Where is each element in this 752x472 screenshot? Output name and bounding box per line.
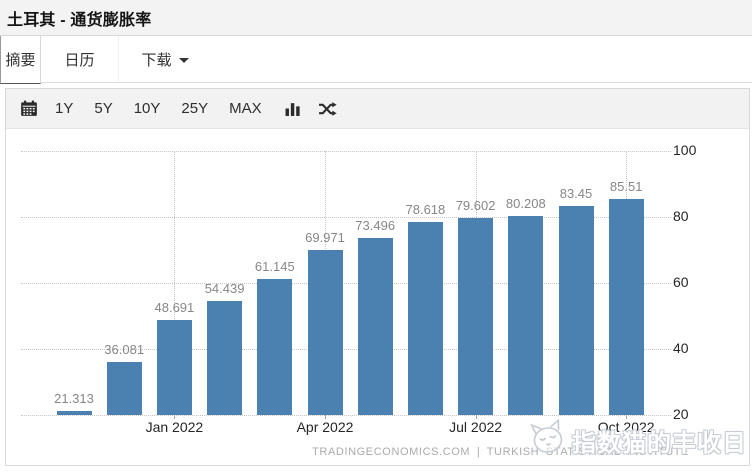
- range-button-max[interactable]: MAX: [229, 100, 262, 117]
- chevron-down-icon: [178, 57, 189, 63]
- x-axis-tick: [325, 415, 326, 419]
- bar[interactable]: [156, 320, 192, 415]
- bar[interactable]: [508, 216, 544, 415]
- gridline-horizontal: [21, 151, 671, 152]
- y-axis-label: 20: [673, 406, 689, 422]
- bar[interactable]: [207, 301, 243, 415]
- gridline-vertical: [174, 151, 176, 415]
- tab-calendar-label: 日历: [64, 51, 95, 69]
- page-title: 土耳其 - 通货膨胀率: [7, 11, 152, 29]
- tab-bar: 摘要 日历 下载: [0, 36, 752, 84]
- tab-summary[interactable]: 摘要: [0, 36, 41, 84]
- x-axis-label: Apr 2022: [296, 419, 354, 435]
- x-axis-tick: [174, 415, 176, 419]
- bar[interactable]: [458, 218, 494, 415]
- bar[interactable]: [608, 198, 644, 415]
- bar-value-label: 80.208: [505, 196, 546, 212]
- bar-value-label: 73.496: [355, 218, 396, 234]
- bar-value-label: 54.439: [204, 281, 245, 297]
- watermark: 指数猫的丰收日: [525, 417, 747, 463]
- gridline-horizontal: [21, 283, 671, 284]
- bar-value-label: 21.313: [54, 390, 94, 406]
- gridline-horizontal: [21, 349, 671, 350]
- bar[interactable]: [106, 361, 142, 415]
- y-axis-label: 80: [673, 208, 689, 224]
- gridline-horizontal: [21, 415, 671, 416]
- y-axis-label: 40: [673, 340, 689, 356]
- x-axis-label: Oct 2022: [597, 419, 655, 435]
- bar-value-label: 48.691: [154, 300, 195, 316]
- range-button-10y[interactable]: 10Y: [133, 100, 161, 117]
- bar-value-label: 78.618: [405, 201, 446, 217]
- x-axis-tick: [626, 415, 628, 419]
- bar-value-label: 85.51: [609, 178, 643, 194]
- bar[interactable]: [357, 238, 393, 415]
- cat-face-icon: [525, 417, 570, 463]
- tab-calendar[interactable]: 日历: [41, 36, 119, 82]
- chart-toolbar: 1Y 5Y 10Y 25Y MAX: [6, 89, 749, 129]
- range-button-1y[interactable]: 1Y: [55, 100, 74, 117]
- source-attribution: TRADINGECONOMICS.COM | TURKISH STATISTIC…: [312, 446, 689, 458]
- column-chart-icon[interactable]: [285, 101, 301, 116]
- range-button-25y[interactable]: 25Y: [181, 100, 209, 117]
- bar[interactable]: [558, 205, 594, 415]
- tab-summary-label: 摘要: [5, 52, 36, 69]
- bar[interactable]: [407, 221, 443, 415]
- bar[interactable]: [307, 250, 343, 415]
- shuffle-compare-icon[interactable]: [318, 101, 337, 117]
- chart-plot-area: 20 40 60 80 100 Jan 2022 Apr 2022 Jul 2022 Oct 2…: [21, 142, 696, 435]
- y-axis-label: 60: [673, 274, 689, 290]
- bar-value-label: 36.081: [104, 341, 145, 357]
- y-axis-label: 100: [673, 142, 697, 158]
- range-button-5y[interactable]: 5Y: [94, 100, 113, 117]
- tab-download-label: 下载: [141, 51, 172, 69]
- calendar-icon[interactable]: [20, 100, 38, 117]
- bar-value-label: 79.602: [455, 198, 496, 214]
- x-axis-tick: [475, 415, 477, 419]
- gridline-horizontal: [21, 217, 671, 218]
- title-bar: 土耳其 - 通货膨胀率: [0, 0, 752, 36]
- watermark-text: 指数猫的丰收日: [572, 430, 747, 457]
- bar-value-label: 61.145: [254, 259, 295, 275]
- x-axis-label: Jul 2022: [449, 419, 503, 435]
- bar-value-label: 69.971: [305, 230, 345, 246]
- bar[interactable]: [56, 410, 92, 415]
- chart-panel: 1Y 5Y 10Y 25Y MAX: [5, 88, 750, 466]
- bar[interactable]: [257, 279, 293, 415]
- x-axis-label: Jan 2022: [145, 419, 204, 435]
- bar-value-label: 83.45: [559, 185, 593, 201]
- tab-download[interactable]: 下载: [119, 36, 211, 82]
